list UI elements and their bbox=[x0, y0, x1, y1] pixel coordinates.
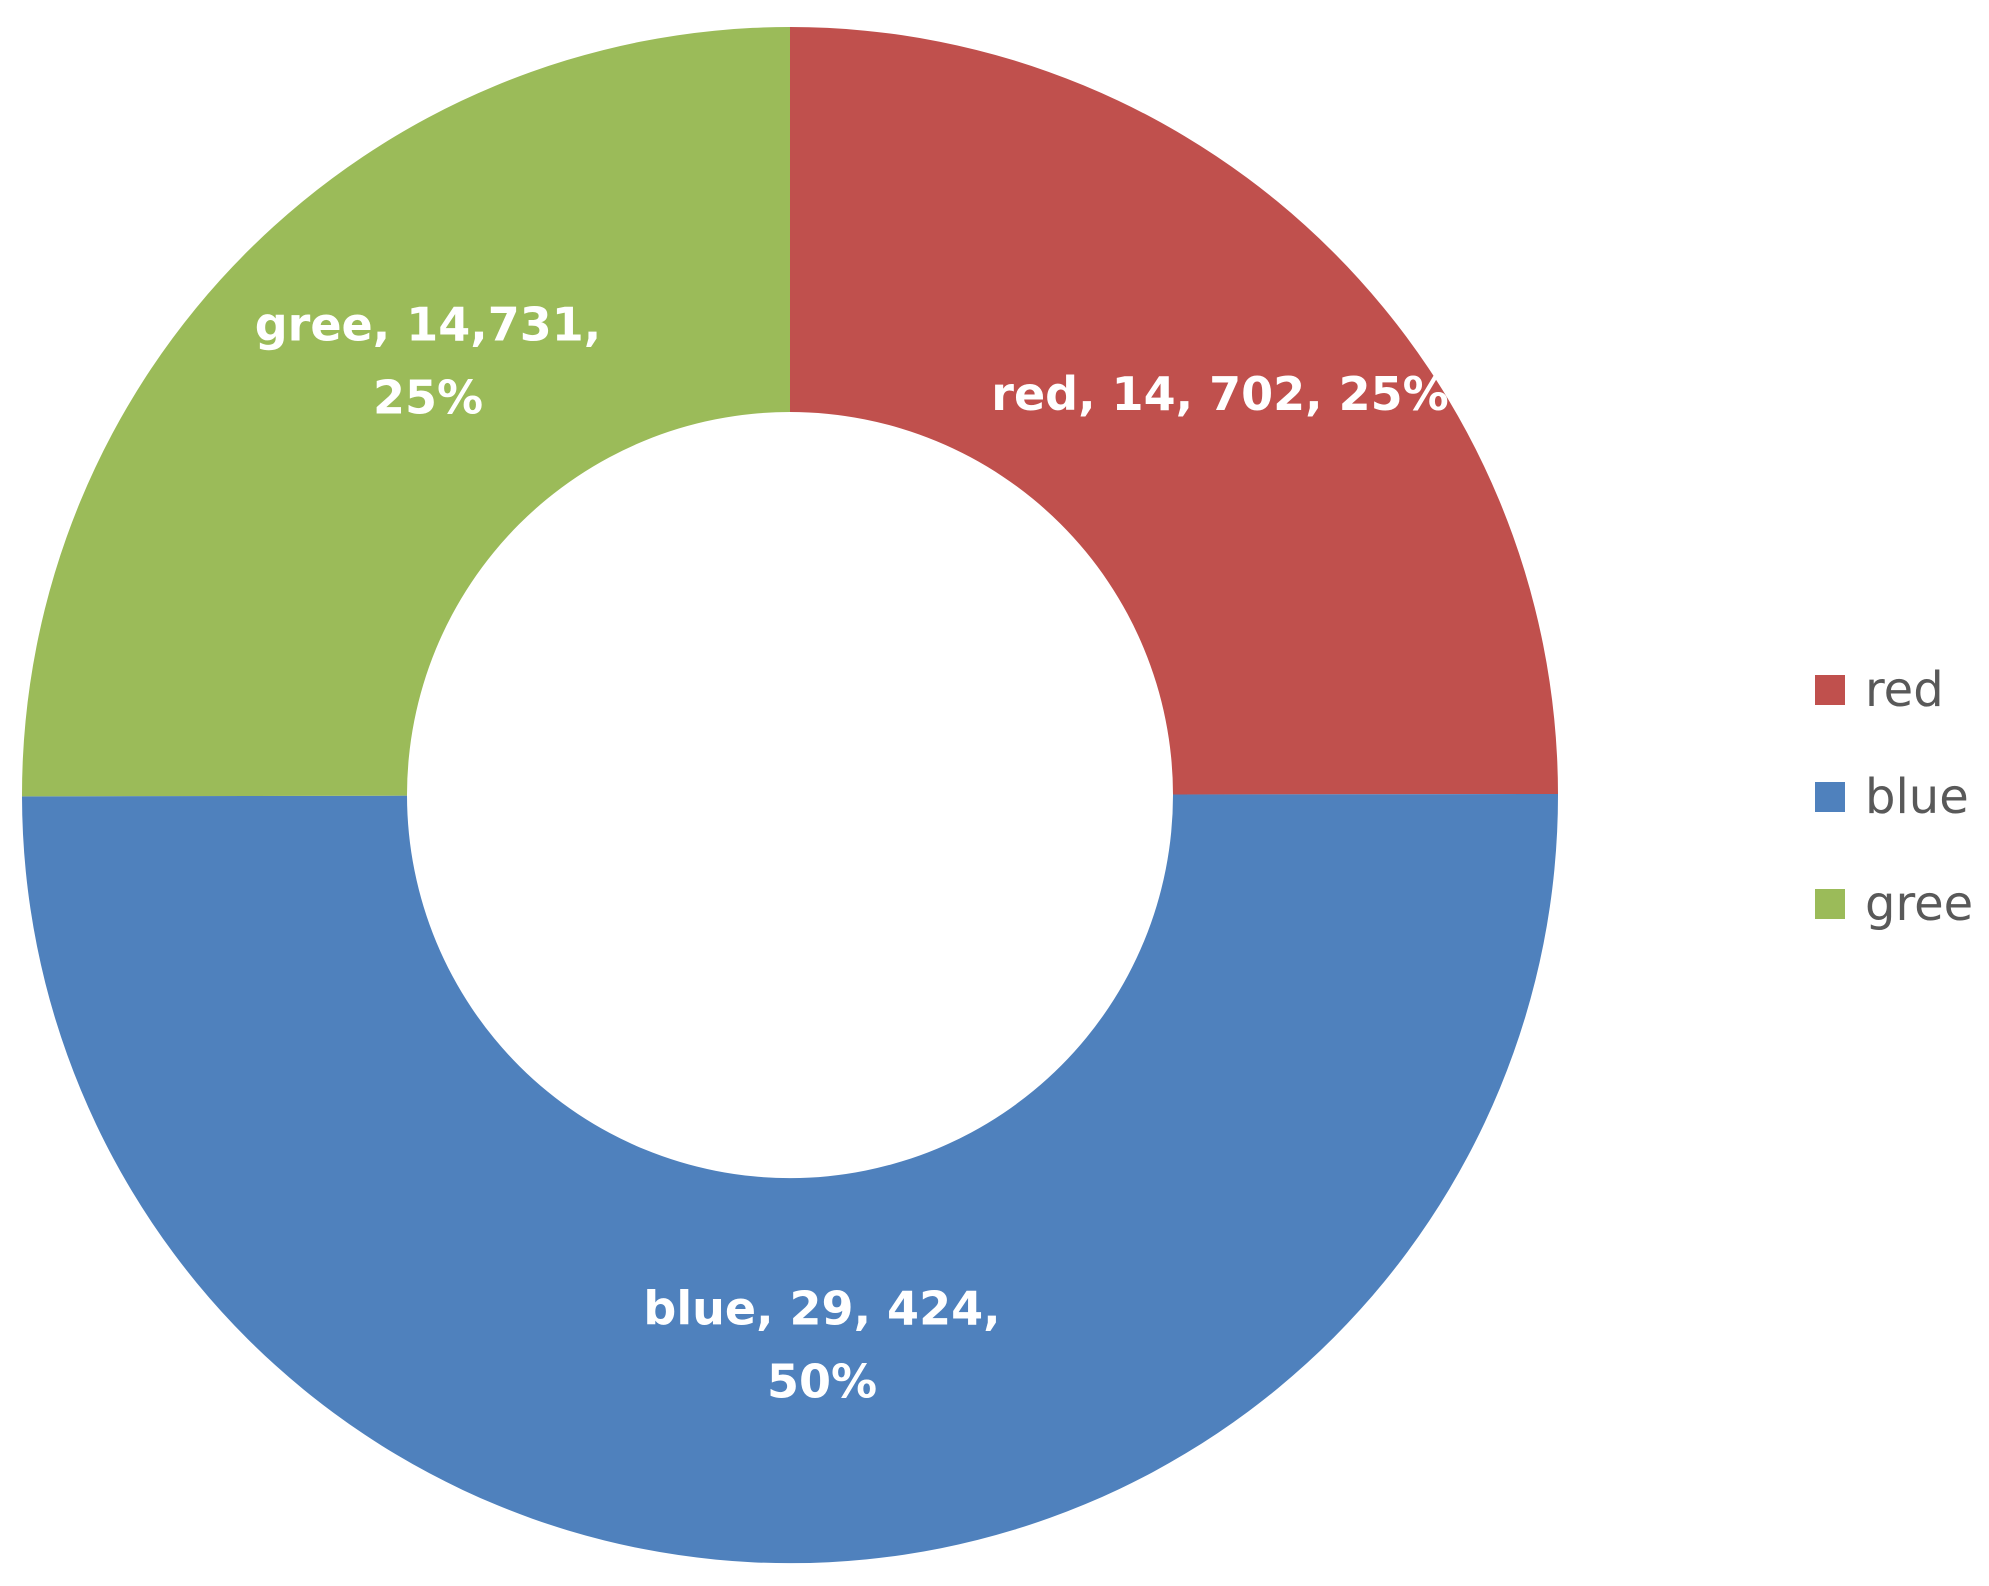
chart-legend: red blue gree bbox=[1815, 662, 1973, 932]
data-label-gree: gree, 14,731, 25% bbox=[255, 298, 601, 425]
legend-swatch-blue bbox=[1815, 782, 1845, 812]
chart-data-labels: red, 14, 702, 25% blue, 29, 424, 50% gree, … bbox=[255, 298, 1449, 1409]
slice-red bbox=[790, 27, 1558, 795]
legend-swatch-red bbox=[1815, 675, 1845, 705]
legend-item-gree: gree bbox=[1815, 876, 1973, 932]
slice-blue bbox=[22, 793, 1559, 1564]
legend-item-red: red bbox=[1815, 662, 1944, 718]
legend-swatch-gree bbox=[1815, 889, 1845, 919]
data-label-red: red, 14, 702, 25% bbox=[991, 367, 1448, 421]
data-label-blue: blue, 29, 424, 50% bbox=[643, 1282, 1000, 1409]
data-label-line: gree, 14,731, bbox=[255, 298, 601, 352]
data-label-line: 25% bbox=[373, 371, 483, 425]
legend-item-blue: blue bbox=[1815, 769, 1969, 825]
data-label-line: 50% bbox=[767, 1355, 877, 1409]
legend-label-blue: blue bbox=[1865, 769, 1969, 825]
data-label-line: blue, 29, 424, bbox=[643, 1282, 1000, 1336]
legend-label-red: red bbox=[1865, 662, 1944, 718]
legend-label-gree: gree bbox=[1865, 876, 1973, 932]
slice-gree bbox=[22, 27, 790, 797]
chart-slices bbox=[22, 27, 1559, 1564]
data-label-line: red, 14, 702, 25% bbox=[991, 367, 1448, 421]
